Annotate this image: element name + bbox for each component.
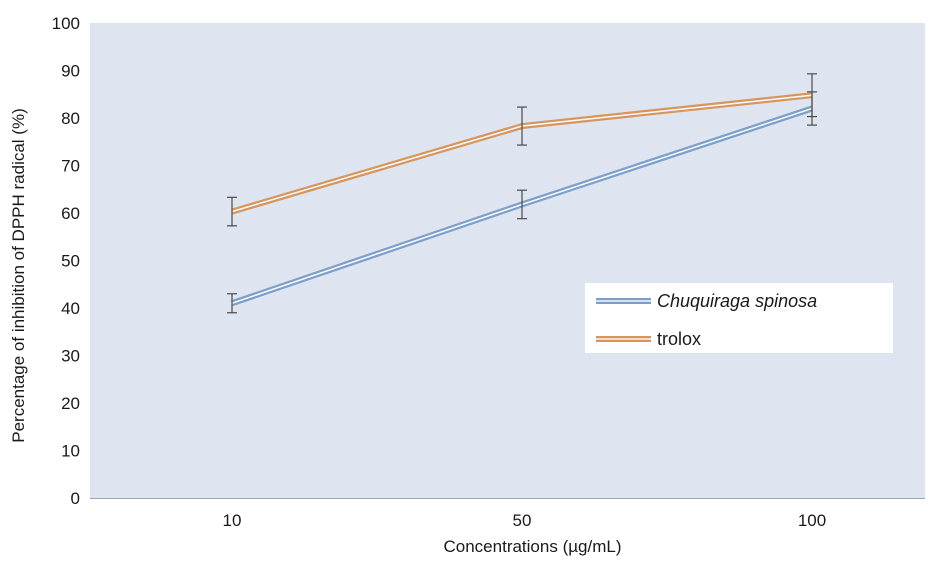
y-tick-label: 30: [61, 347, 80, 366]
legend: Chuquiraga spinosa trolox: [585, 283, 893, 353]
legend-label: trolox: [657, 329, 701, 349]
x-axis: 10 50 100: [223, 511, 827, 530]
y-tick-label: 80: [61, 109, 80, 128]
y-tick-label: 60: [61, 204, 80, 223]
y-tick-label: 20: [61, 394, 80, 413]
y-tick-label: 40: [61, 299, 80, 318]
y-axis: 0 10 20 30 40 50 60 70 80 90 100: [52, 14, 80, 508]
y-tick-label: 70: [61, 157, 80, 176]
x-tick-label: 10: [223, 511, 242, 530]
x-tick-label: 50: [513, 511, 532, 530]
y-axis-title: Percentage of inhibition of DPPH radical…: [9, 108, 28, 443]
y-tick-label: 10: [61, 442, 80, 461]
y-tick-label: 0: [71, 489, 80, 508]
x-axis-title: Concentrations (µg/mL): [444, 537, 622, 556]
y-tick-label: 100: [52, 14, 80, 33]
y-tick-label: 50: [61, 252, 80, 271]
y-tick-label: 90: [61, 62, 80, 81]
legend-label: Chuquiraga spinosa: [657, 291, 817, 311]
x-tick-label: 100: [798, 511, 826, 530]
